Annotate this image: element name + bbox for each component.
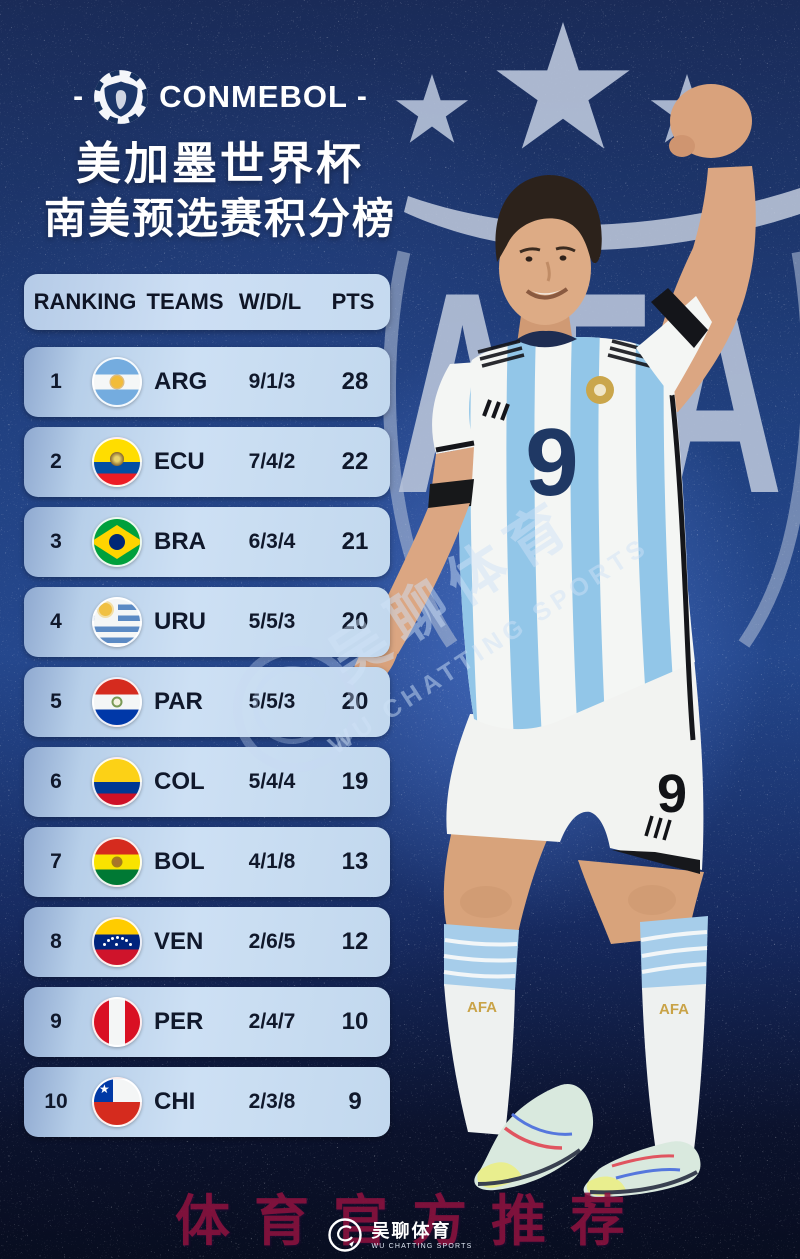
publisher-name-en: WU CHATTING SPORTS <box>371 1243 473 1250</box>
publisher-logo-icon <box>328 1218 363 1252</box>
publisher-logo: 吴聊体育 WU CHATTING SPORTS <box>0 1217 800 1253</box>
publisher-name-cn: 吴聊体育 <box>371 1221 452 1241</box>
